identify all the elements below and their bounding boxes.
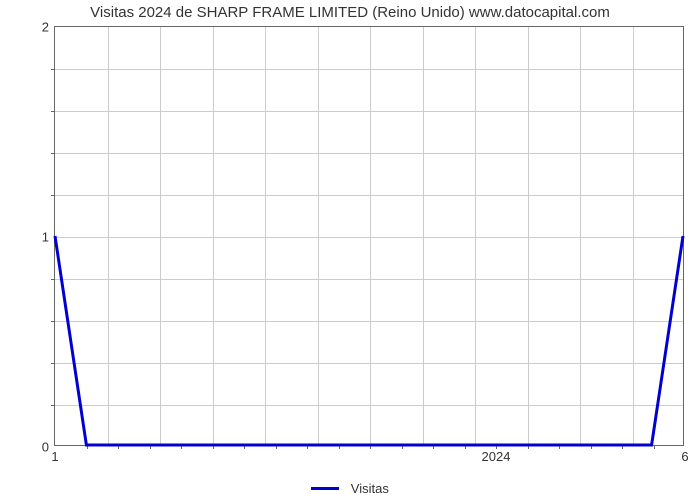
y-axis-tick-label: 2 [42,20,49,35]
x-axis-year-label: 2024 [482,449,511,464]
plot-area: 012162024 [54,26,684,446]
y-axis-tick-label: 0 [42,440,49,455]
chart-title: Visitas 2024 de SHARP FRAME LIMITED (Rei… [0,4,700,21]
legend: Visitas [0,480,700,496]
x-axis-tick-label: 6 [681,449,688,464]
y-axis-tick-label: 1 [42,230,49,245]
series-line [55,27,683,445]
x-axis-tick-label: 1 [51,449,58,464]
x-axis-minor-tick [654,445,655,449]
legend-label: Visitas [351,481,389,496]
legend-swatch [311,487,339,490]
